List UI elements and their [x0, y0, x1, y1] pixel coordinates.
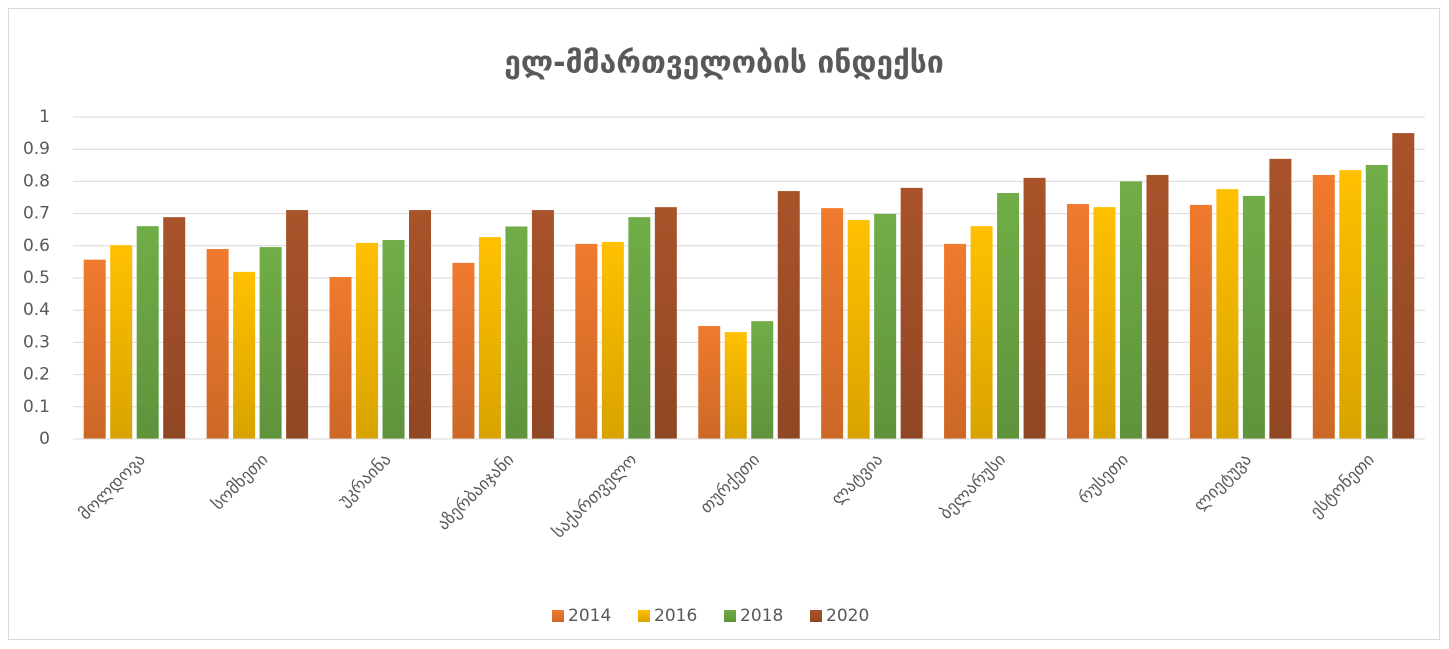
bar: [1146, 174, 1169, 439]
bar: [83, 259, 106, 439]
bar: [356, 242, 379, 439]
y-tick-label: 0.7: [23, 204, 50, 224]
bar: [1365, 164, 1388, 439]
bar: [1119, 181, 1142, 439]
legend-label: 2016: [654, 606, 697, 626]
legend-swatch: [724, 610, 736, 622]
bar: [136, 226, 159, 439]
bar: [478, 237, 501, 439]
bar: [329, 277, 352, 439]
bar: [409, 210, 432, 439]
bar: [654, 207, 677, 439]
bar: [1216, 189, 1239, 439]
y-tick-label: 0.5: [23, 268, 50, 288]
y-tick-label: 0.2: [23, 365, 50, 385]
bar: [1312, 174, 1335, 439]
bar: [163, 217, 186, 439]
bar: [900, 187, 923, 439]
y-tick-label: 0.3: [23, 332, 50, 352]
bar: [1242, 195, 1265, 439]
bar: [847, 220, 870, 439]
y-tick-label: 0: [39, 429, 50, 449]
legend-swatch: [552, 610, 564, 622]
bar: [777, 191, 800, 439]
y-tick-label: 0.9: [23, 139, 50, 159]
bar: [1066, 203, 1089, 439]
legend-label: 2020: [826, 606, 869, 626]
bar: [206, 249, 229, 439]
y-tick-label: 0.8: [23, 171, 50, 191]
bar: [628, 217, 651, 439]
bar: [601, 241, 624, 439]
chart-title: ელ-მმართველობის ინდექსი: [504, 46, 943, 81]
bar: [1023, 177, 1046, 439]
bar: [531, 210, 554, 439]
bar: [575, 243, 598, 439]
y-tick-label: 0.4: [23, 300, 50, 320]
bar: [382, 240, 405, 439]
y-tick-label: 1: [39, 107, 50, 127]
y-tick-label: 0.1: [23, 397, 50, 417]
bar: [970, 226, 993, 439]
bar: [751, 321, 774, 439]
legend-swatch: [810, 610, 822, 622]
bar: [1392, 133, 1415, 439]
legend-label: 2014: [568, 606, 611, 626]
bar: [944, 243, 967, 439]
bar: [724, 332, 747, 439]
bar: [1339, 170, 1362, 439]
bar: [259, 247, 282, 439]
bar: [874, 213, 897, 439]
bar: [452, 262, 475, 439]
legend-swatch: [638, 610, 650, 622]
legend-label: 2018: [740, 606, 783, 626]
bar: [698, 325, 721, 439]
bar: [1093, 207, 1116, 439]
y-tick-label: 0.6: [23, 236, 50, 256]
bar: [505, 226, 528, 439]
bar: [110, 245, 133, 439]
bar: [286, 210, 309, 439]
bar: [1189, 204, 1212, 439]
bar: [821, 208, 844, 439]
bar: [233, 271, 256, 439]
bar: [1269, 158, 1292, 440]
bar: [997, 192, 1020, 439]
